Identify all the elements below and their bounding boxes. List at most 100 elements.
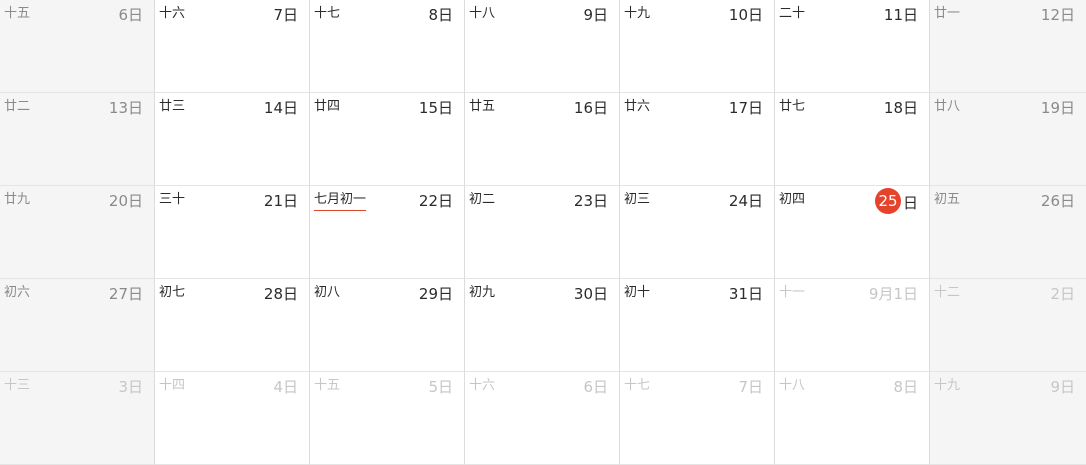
day-cell[interactable]: 廿七 18日 <box>775 93 930 186</box>
lunar-date: 廿四 <box>314 99 341 114</box>
day-number: 19日 <box>1040 99 1075 117</box>
day-number: 20日 <box>108 192 143 210</box>
day-number: 29日 <box>418 285 453 303</box>
day-cell[interactable]: 初五 26日 <box>930 186 1086 279</box>
lunar-date: 十二 <box>934 285 961 300</box>
lunar-date: 十七 <box>314 6 341 21</box>
day-cell[interactable]: 十四 4日 <box>155 372 310 465</box>
lunar-date: 初四 <box>779 192 806 207</box>
day-number: 8日 <box>893 378 918 396</box>
lunar-date: 廿六 <box>624 99 651 114</box>
day-cell[interactable]: 十七 7日 <box>620 372 775 465</box>
day-cell[interactable]: 七月初一 22日 <box>310 186 465 279</box>
lunar-date: 初五 <box>934 192 961 207</box>
day-cell[interactable]: 十九 9日 <box>930 372 1086 465</box>
day-cell[interactable]: 廿六 17日 <box>620 93 775 186</box>
day-number: 21日 <box>263 192 298 210</box>
lunar-date: 十三 <box>4 378 31 393</box>
day-cell[interactable]: 初三 24日 <box>620 186 775 279</box>
lunar-date: 廿七 <box>779 99 806 114</box>
day-cell[interactable]: 廿九 20日 <box>0 186 155 279</box>
day-number-today: 25 日 <box>874 188 918 214</box>
lunar-date: 二十 <box>779 6 806 21</box>
lunar-date: 十一 <box>779 285 806 300</box>
day-cell[interactable]: 十六 7日 <box>155 0 310 93</box>
day-cell[interactable]: 十六 6日 <box>465 372 620 465</box>
lunar-date: 初七 <box>159 285 186 300</box>
day-cell[interactable]: 廿二 13日 <box>0 93 155 186</box>
lunar-date: 初九 <box>469 285 496 300</box>
lunar-date: 廿一 <box>934 6 961 21</box>
lunar-date: 十六 <box>159 6 186 21</box>
day-number: 4日 <box>273 378 298 396</box>
day-number: 28日 <box>263 285 298 303</box>
day-cell[interactable]: 十八 9日 <box>465 0 620 93</box>
day-number: 27日 <box>108 285 143 303</box>
day-cell[interactable]: 十五 5日 <box>310 372 465 465</box>
day-cell[interactable]: 廿四 15日 <box>310 93 465 186</box>
day-number: 14日 <box>263 99 298 117</box>
day-cell[interactable]: 初二 23日 <box>465 186 620 279</box>
day-cell[interactable]: 十三 3日 <box>0 372 155 465</box>
day-cell[interactable]: 廿一 12日 <box>930 0 1086 93</box>
day-suffix: 日 <box>902 194 918 212</box>
day-number: 22日 <box>418 192 453 210</box>
day-number: 7日 <box>273 6 298 24</box>
lunar-date: 廿八 <box>934 99 961 114</box>
lunar-date: 廿九 <box>4 192 31 207</box>
day-cell[interactable]: 初七 28日 <box>155 279 310 372</box>
lunar-date: 廿五 <box>469 99 496 114</box>
day-number: 6日 <box>118 6 143 24</box>
day-number: 24日 <box>728 192 763 210</box>
lunar-date: 初八 <box>314 285 341 300</box>
day-cell[interactable]: 十一 9月1日 <box>775 279 930 372</box>
day-number: 9日 <box>1050 378 1075 396</box>
day-cell[interactable]: 初八 29日 <box>310 279 465 372</box>
day-cell[interactable]: 十九 10日 <box>620 0 775 93</box>
day-cell[interactable]: 二十 11日 <box>775 0 930 93</box>
day-number: 8日 <box>428 6 453 24</box>
day-number: 9月1日 <box>868 285 918 303</box>
lunar-date: 初三 <box>624 192 651 207</box>
day-number: 7日 <box>738 378 763 396</box>
day-cell[interactable]: 十七 8日 <box>310 0 465 93</box>
lunar-date: 十七 <box>624 378 651 393</box>
day-number: 18日 <box>883 99 918 117</box>
day-number: 31日 <box>728 285 763 303</box>
day-cell[interactable]: 初九 30日 <box>465 279 620 372</box>
day-number: 3日 <box>118 378 143 396</box>
lunar-date: 十八 <box>469 6 496 21</box>
day-cell[interactable]: 十八 8日 <box>775 372 930 465</box>
lunar-date: 十五 <box>4 6 31 21</box>
day-number: 12日 <box>1040 6 1075 24</box>
lunar-date: 初十 <box>624 285 651 300</box>
lunar-month-start-label: 七月初一 <box>314 192 367 211</box>
day-number: 26日 <box>1040 192 1075 210</box>
day-cell[interactable]: 廿八 19日 <box>930 93 1086 186</box>
day-cell[interactable]: 十五 6日 <box>0 0 155 93</box>
day-number: 2日 <box>1050 285 1075 303</box>
lunar-date: 廿三 <box>159 99 186 114</box>
day-cell[interactable]: 廿五 16日 <box>465 93 620 186</box>
day-number: 23日 <box>573 192 608 210</box>
today-marker: 25 <box>874 188 901 214</box>
day-cell[interactable]: 初六 27日 <box>0 279 155 372</box>
lunar-date: 初六 <box>4 285 31 300</box>
day-number: 17日 <box>728 99 763 117</box>
lunar-date: 十四 <box>159 378 186 393</box>
day-cell[interactable]: 廿三 14日 <box>155 93 310 186</box>
day-cell[interactable]: 十二 2日 <box>930 279 1086 372</box>
lunar-date: 十六 <box>469 378 496 393</box>
day-number: 11日 <box>883 6 918 24</box>
day-cell[interactable]: 初十 31日 <box>620 279 775 372</box>
day-cell[interactable]: 三十 21日 <box>155 186 310 279</box>
lunar-date: 初二 <box>469 192 496 207</box>
day-number: 5日 <box>428 378 453 396</box>
day-cell-today[interactable]: 初四 25 日 <box>775 186 930 279</box>
lunar-date: 十九 <box>934 378 961 393</box>
day-number: 16日 <box>573 99 608 117</box>
day-number: 15日 <box>418 99 453 117</box>
day-number: 6日 <box>583 378 608 396</box>
day-number: 10日 <box>728 6 763 24</box>
